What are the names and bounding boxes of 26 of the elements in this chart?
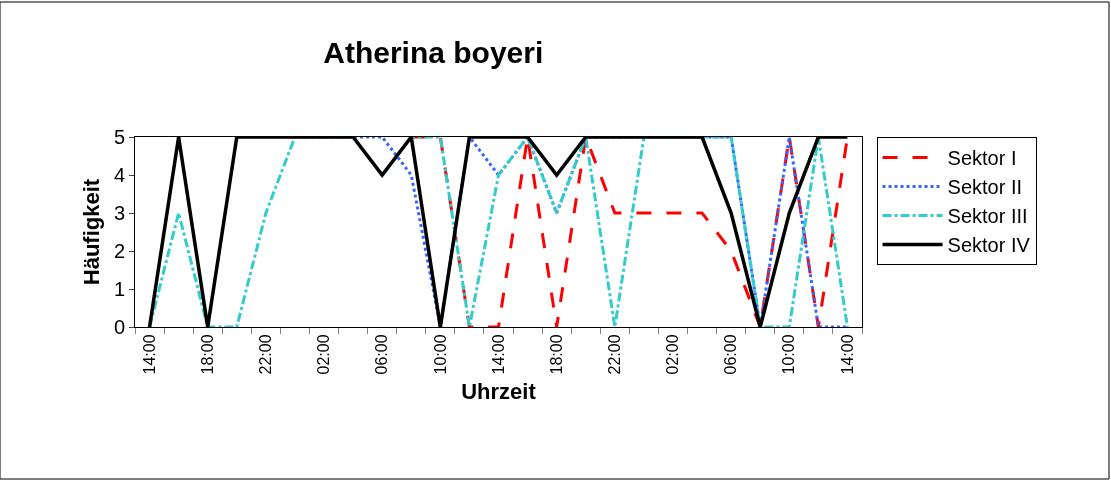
legend-label: Sektor II	[947, 176, 1023, 199]
y-tick-label: 5	[113, 126, 125, 148]
x-tick-label: 14:00	[140, 334, 158, 375]
x-tick-label: 22:00	[606, 334, 624, 375]
x-tick-label: 14:00	[489, 334, 507, 375]
x-tick-label: 02:00	[315, 334, 333, 375]
y-tick-label: 2	[113, 240, 125, 262]
legend-label: Sektor I	[947, 147, 1017, 170]
legend-label: Sektor III	[947, 205, 1028, 228]
legend-label: Sektor IV	[947, 234, 1031, 257]
y-tick-label: 1	[113, 278, 125, 300]
y-tick-label: 0	[113, 316, 125, 338]
x-tick-label: 22:00	[257, 334, 275, 375]
x-tick-label: 18:00	[198, 334, 216, 375]
chart-title: Atherina boyeri	[323, 36, 544, 70]
x-tick-label: 18:00	[547, 334, 565, 375]
x-tick-label: 10:00	[431, 334, 449, 375]
y-tick-label: 3	[113, 202, 125, 224]
x-tick-label: 06:00	[722, 334, 740, 375]
x-tick-label: 10:00	[780, 334, 798, 375]
x-tick-label: 14:00	[838, 334, 856, 375]
y-tick-label: 4	[113, 164, 125, 186]
x-tick-label: 06:00	[373, 334, 391, 375]
x-axis-title: Uhrzeit	[461, 379, 537, 405]
x-tick-label: 02:00	[664, 334, 682, 375]
y-axis-title: Häufigkeit	[78, 178, 104, 286]
